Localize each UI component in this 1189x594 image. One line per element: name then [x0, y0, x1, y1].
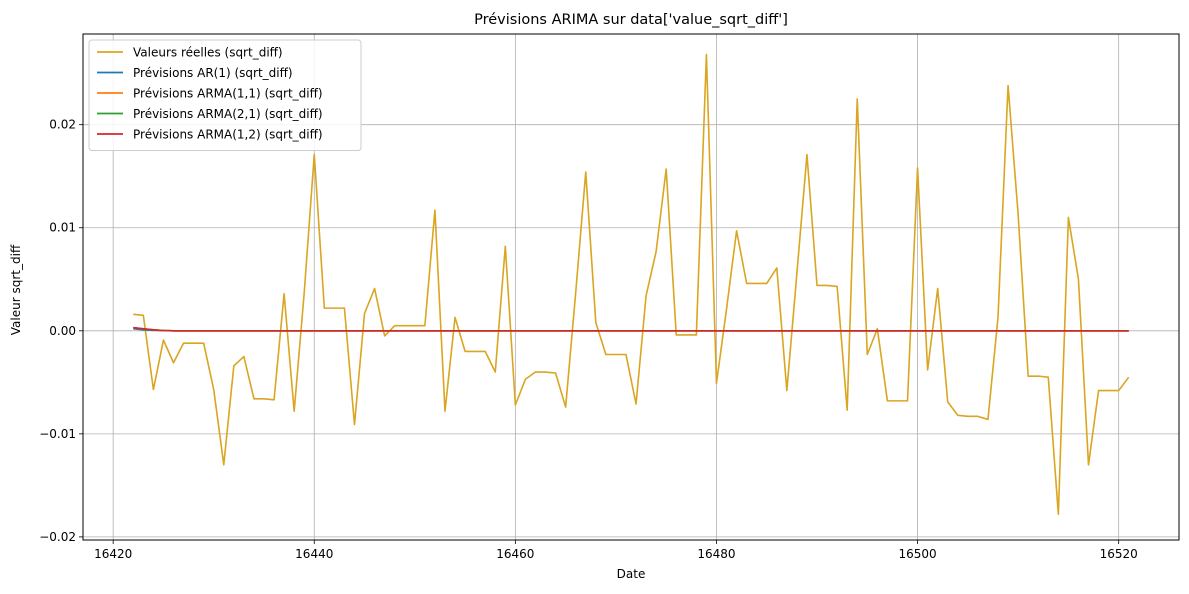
- series-group: [133, 53, 1130, 516]
- y-axis-ticks: −0.02 −0.01 0.00 0.01 0.02: [39, 118, 83, 544]
- y-tick-label: −0.02: [39, 530, 76, 544]
- series-line-0: [133, 53, 1130, 516]
- legend: Valeurs réelles (sqrt_diff) Prévisions AR…: [88, 39, 362, 151]
- plot-frame: [82, 33, 1180, 541]
- x-axis-ticks: 16420 16440 16460 16480 16500 16520: [94, 540, 1138, 561]
- x-tick-label: 16440: [295, 547, 333, 561]
- x-tick-label: 16420: [94, 547, 132, 561]
- y-tick-label: 0.01: [49, 221, 76, 235]
- y-tick-label: 0.02: [49, 118, 76, 132]
- legend-label: Prévisions ARMA(1,2) (sqrt_diff): [133, 128, 323, 142]
- legend-label: Prévisions AR(1) (sqrt_diff): [133, 66, 293, 80]
- series-line-4: [133, 326, 1129, 332]
- y-tick-label: −0.01: [39, 427, 76, 441]
- x-tick-label: 16500: [898, 547, 936, 561]
- y-tick-label: 0.00: [49, 324, 76, 338]
- x-axis-label: Date: [617, 567, 646, 581]
- legend-label: Prévisions ARMA(1,1) (sqrt_diff): [133, 87, 323, 101]
- y-axis-label: Valeur sqrt_diff: [9, 244, 23, 335]
- x-tick-label: 16480: [697, 547, 735, 561]
- x-tick-label: 16520: [1100, 547, 1138, 561]
- legend-label: Prévisions ARMA(2,1) (sqrt_diff): [133, 107, 323, 121]
- legend-box: [88, 39, 362, 151]
- legend-label: Valeurs réelles (sqrt_diff): [133, 46, 283, 60]
- chart-title: Prévisions ARIMA sur data['value_sqrt_di…: [474, 12, 788, 28]
- x-tick-label: 16460: [496, 547, 534, 561]
